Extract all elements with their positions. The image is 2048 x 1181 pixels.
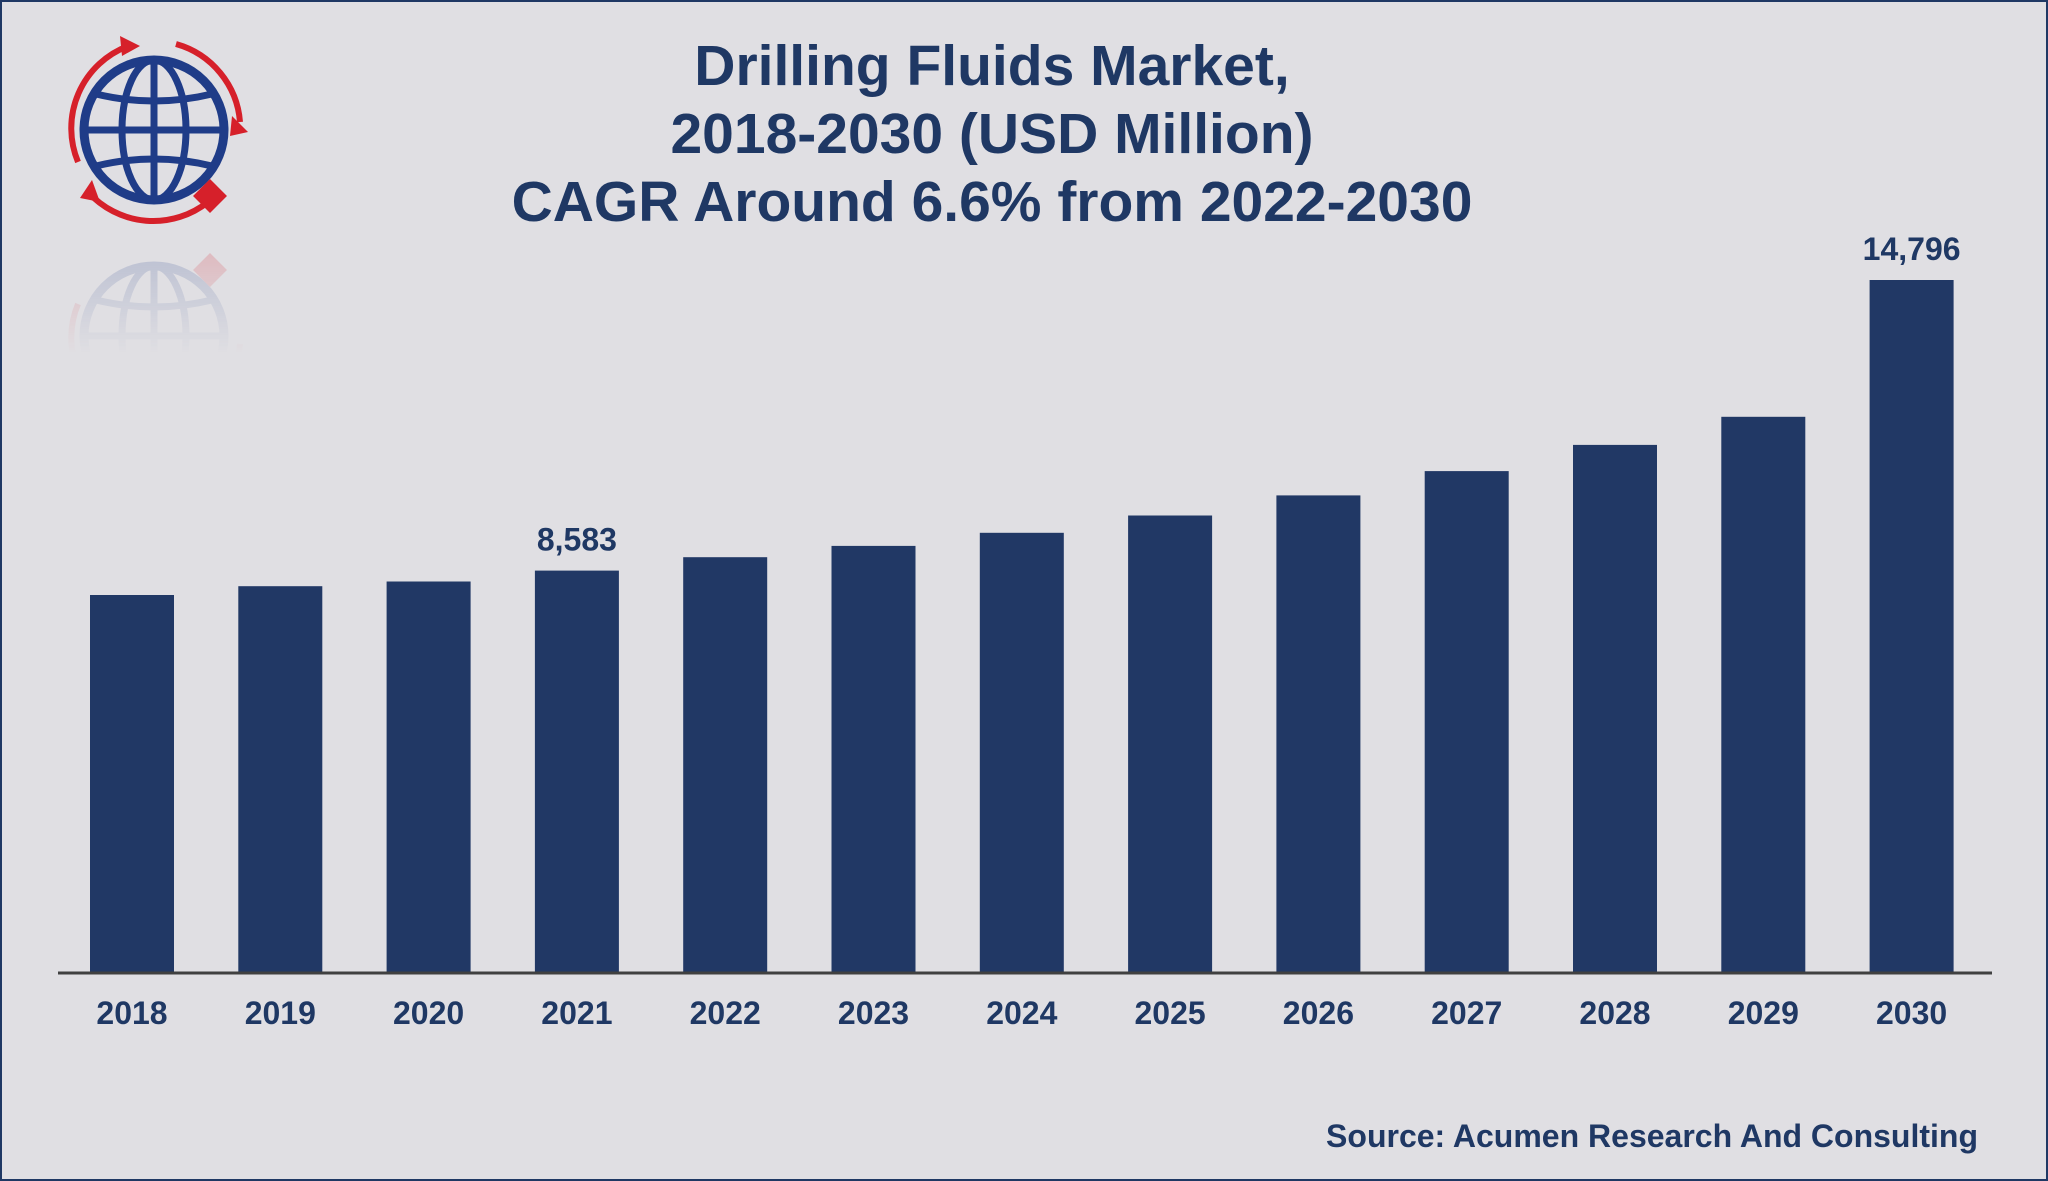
x-tick-label-2024: 2024 bbox=[986, 995, 1057, 1031]
x-tick-label-2030: 2030 bbox=[1876, 995, 1947, 1031]
chart-title-line-1: Drilling Fluids Market, bbox=[694, 34, 1290, 98]
data-label-2021: 8,583 bbox=[537, 522, 617, 558]
bar-2020 bbox=[386, 581, 471, 972]
x-tick-label-2019: 2019 bbox=[245, 995, 316, 1031]
arrows-icon bbox=[68, 36, 248, 224]
bar-2021 bbox=[534, 570, 619, 972]
globe-icon bbox=[79, 55, 229, 205]
data-label-2030: 14,796 bbox=[1863, 231, 1961, 267]
bar-2029 bbox=[1721, 416, 1806, 972]
bar-2019 bbox=[238, 586, 323, 972]
bar-2026 bbox=[1276, 495, 1361, 972]
chart-title-line-3: CAGR Around 6.6% from 2022-2030 bbox=[511, 170, 1473, 234]
bar-2027 bbox=[1424, 471, 1509, 972]
x-tick-label-2022: 2022 bbox=[690, 995, 761, 1031]
chart-title-line-2: 2018-2030 (USD Million) bbox=[670, 102, 1314, 166]
x-tick-label-2025: 2025 bbox=[1135, 995, 1206, 1031]
bar-2028 bbox=[1573, 444, 1657, 972]
x-tick-label-2028: 2028 bbox=[1579, 995, 1650, 1031]
source-note: Source: Acumen Research And Consulting bbox=[1326, 1118, 1978, 1154]
bar-2030 bbox=[1869, 280, 1954, 972]
x-tick-label-2029: 2029 bbox=[1728, 995, 1799, 1031]
x-tick-label-2027: 2027 bbox=[1431, 995, 1502, 1031]
bar-2023 bbox=[831, 545, 916, 972]
bar-2022 bbox=[683, 557, 768, 972]
chart-title: Drilling Fluids Market, 2018-2030 (USD M… bbox=[382, 32, 1602, 236]
x-tick-label-2020: 2020 bbox=[393, 995, 464, 1031]
bar-2024 bbox=[979, 532, 1064, 972]
bar-2018 bbox=[90, 595, 174, 972]
x-tick-label-2021: 2021 bbox=[541, 995, 612, 1031]
company-logo-reflection-icon bbox=[68, 253, 243, 425]
x-tick-label-2018: 2018 bbox=[96, 995, 167, 1031]
bar-2025 bbox=[1128, 515, 1213, 972]
x-tick-label-2023: 2023 bbox=[838, 995, 909, 1031]
company-logo-icon bbox=[68, 36, 248, 224]
x-tick-label-2026: 2026 bbox=[1283, 995, 1354, 1031]
